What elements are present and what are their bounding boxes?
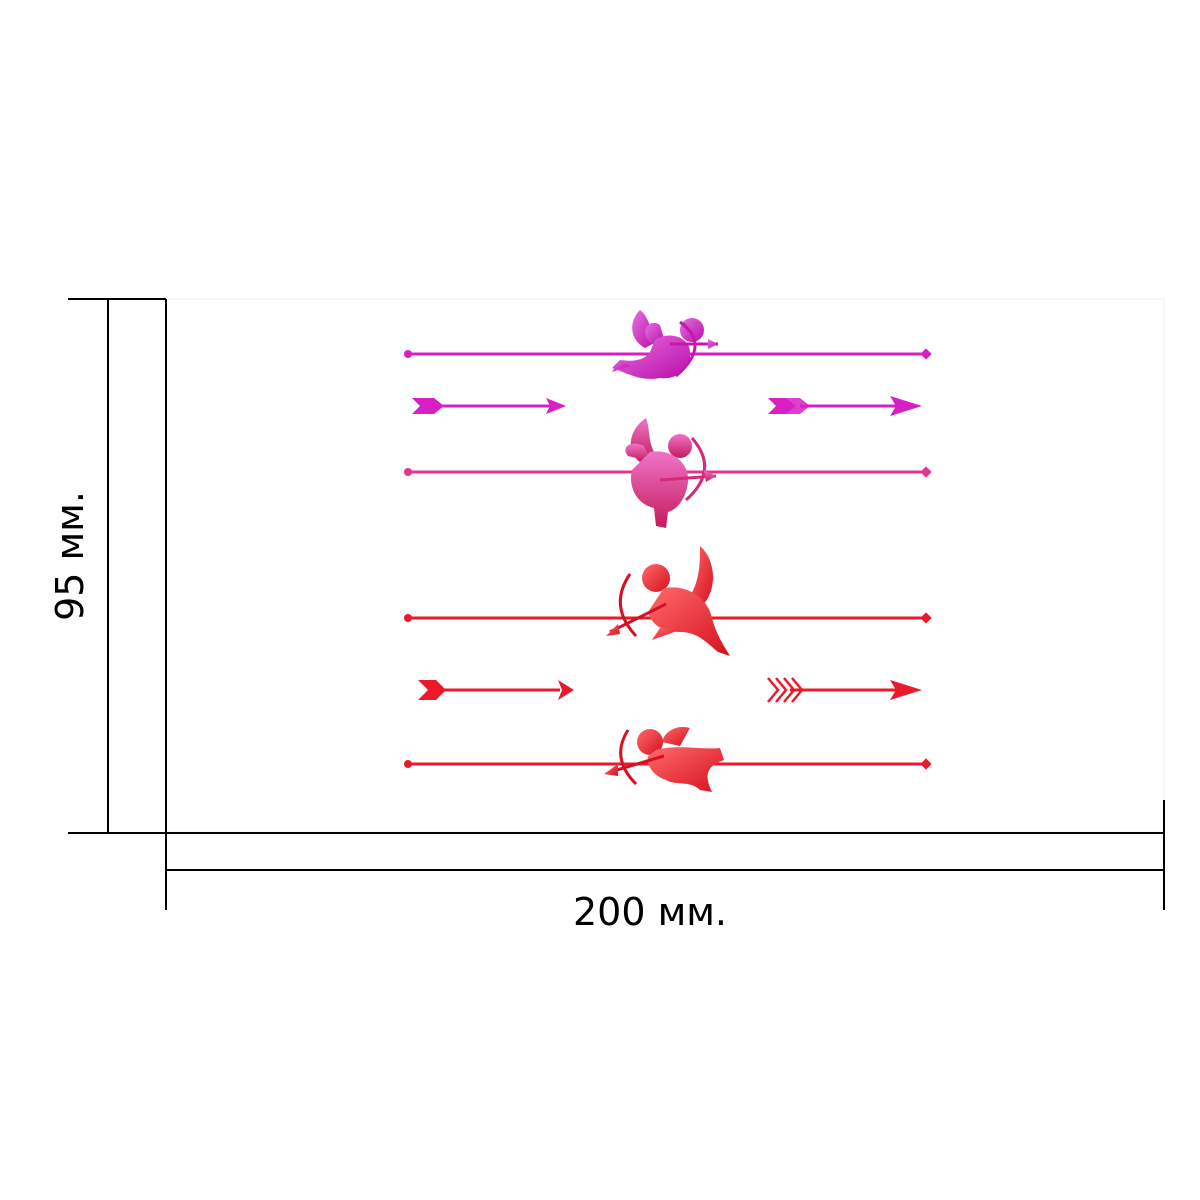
- cupid-aiming-right-icon: [625, 418, 717, 528]
- arrow-left-icon: [412, 398, 566, 414]
- arrow-right-icon: [767, 677, 922, 703]
- arrow-right-icon: [768, 396, 922, 416]
- cupid-aiming-left-icon: [604, 726, 724, 792]
- decal-row-6: [404, 726, 932, 792]
- height-dimension: [68, 298, 167, 834]
- width-dimension-label: 200 мм.: [572, 890, 728, 934]
- cupid-aiming-left-icon: [606, 546, 730, 656]
- height-dimension-label: 95 мм.: [48, 491, 92, 621]
- decal-row-1: [404, 310, 932, 379]
- cupid-aiming-right-icon: [612, 310, 718, 379]
- decal-row-5: [418, 677, 922, 703]
- decal-row-4: [404, 546, 932, 656]
- decal-row-3: [404, 418, 932, 528]
- width-dimension: [165, 800, 1165, 910]
- decal-row-2: [412, 396, 922, 416]
- arrow-left-icon: [418, 680, 574, 700]
